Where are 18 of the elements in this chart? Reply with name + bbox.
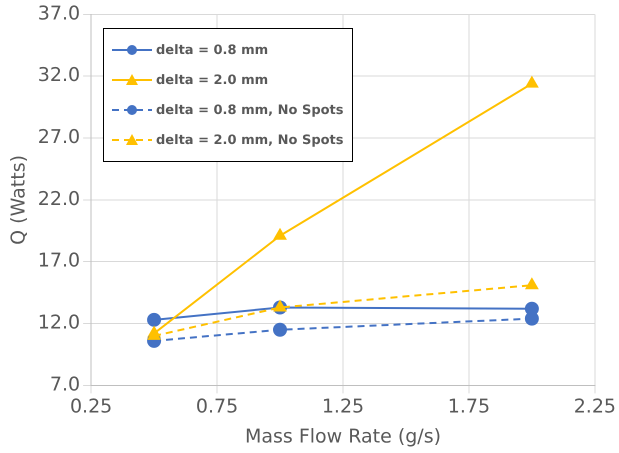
legend-label: delta = 0.8 mm, No Spots	[156, 102, 344, 118]
legend-label: delta = 0.8 mm	[156, 42, 268, 58]
x-tick-label: 1.75	[448, 396, 490, 418]
y-tick-label: 27.0	[38, 126, 80, 148]
legend-label: delta = 2.0 mm, No Spots	[156, 132, 344, 148]
y-tick-label: 7.0	[50, 373, 80, 396]
legend-label: delta = 2.0 mm	[156, 72, 268, 88]
y-tick-label: 32.0	[38, 64, 80, 86]
y-tick-label: 12.0	[38, 312, 80, 334]
y-tick-label: 37.0	[38, 2, 80, 24]
x-tick-label: 0.75	[196, 396, 238, 418]
y-tick-label: 22.0	[38, 188, 80, 210]
x-tick-label: 1.25	[322, 396, 364, 418]
x-tick-label: 2.25	[574, 396, 616, 418]
y-axis-title: Q (Watts)	[7, 154, 30, 245]
y-tick-label: 17.0	[38, 250, 80, 272]
x-axis-title: Mass Flow Rate (g/s)	[244, 426, 442, 448]
x-tick-label: 0.25	[70, 396, 112, 418]
